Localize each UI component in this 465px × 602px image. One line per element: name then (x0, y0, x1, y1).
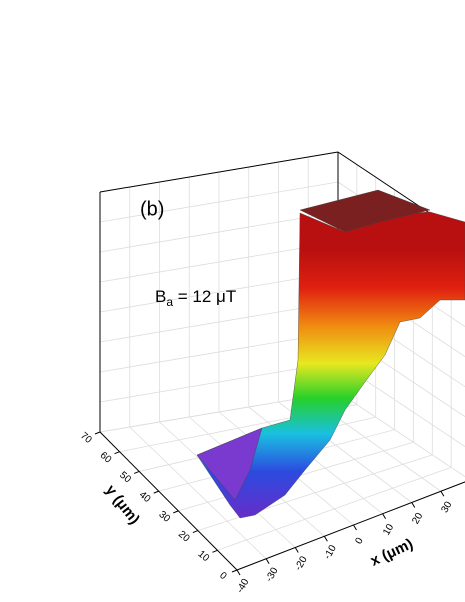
grid-line (217, 467, 452, 551)
y-axis-title: y (μm) (102, 482, 143, 528)
annotation: Ba = 12 μT (155, 287, 236, 309)
grid-line (197, 454, 433, 531)
x-tick (440, 490, 445, 497)
y-tick (114, 451, 120, 455)
y-tick-label: 10 (196, 549, 212, 565)
annotation-subscript: a (166, 295, 173, 309)
x-tick (294, 547, 299, 553)
surface (196, 211, 465, 519)
panel-label: (b) (140, 198, 164, 220)
y-tick (153, 490, 159, 494)
x-tick (353, 524, 357, 531)
wall-grid-line (337, 391, 465, 478)
axis-line (236, 481, 465, 571)
x-tick (411, 502, 416, 508)
x-tick-label: -40 (235, 577, 252, 595)
y-tick-label: 60 (98, 450, 114, 466)
annotation-rest: = 12 μT (173, 287, 236, 306)
y-tick (133, 470, 140, 474)
x-tick-label: 10 (381, 522, 396, 538)
surface-top (299, 189, 431, 233)
y-tick-label: 20 (176, 529, 192, 545)
y-tick-label: 70 (78, 430, 94, 446)
x-tick-label: 30 (439, 499, 454, 515)
y-tick (212, 549, 218, 553)
grid-line (129, 426, 267, 560)
y-tick-label: 40 (137, 489, 153, 505)
x-tick-label: 20 (410, 511, 425, 527)
y-tick-label: 30 (156, 509, 172, 525)
y-tick (94, 431, 101, 435)
x-tick-label: 0 (353, 536, 366, 547)
surface-floor (196, 427, 263, 501)
x-axis-title: x (μm) (368, 535, 416, 569)
box-edge (99, 151, 339, 193)
y-tick (173, 510, 179, 514)
y-tick (231, 569, 238, 573)
x-tick (265, 558, 270, 565)
y-tick-label: 50 (117, 470, 133, 486)
y-tick (192, 530, 199, 534)
x-tick (323, 535, 328, 542)
x-tick (382, 513, 387, 520)
x-tick-label: -10 (322, 543, 339, 561)
axis-line (99, 431, 238, 571)
y-tick-label: 0 (217, 570, 229, 582)
x-tick-label: -30 (264, 565, 281, 583)
x-tick (236, 569, 241, 576)
grid-line (248, 406, 383, 515)
x-tick-label: -20 (293, 554, 310, 572)
annotation-main: B (155, 287, 166, 306)
